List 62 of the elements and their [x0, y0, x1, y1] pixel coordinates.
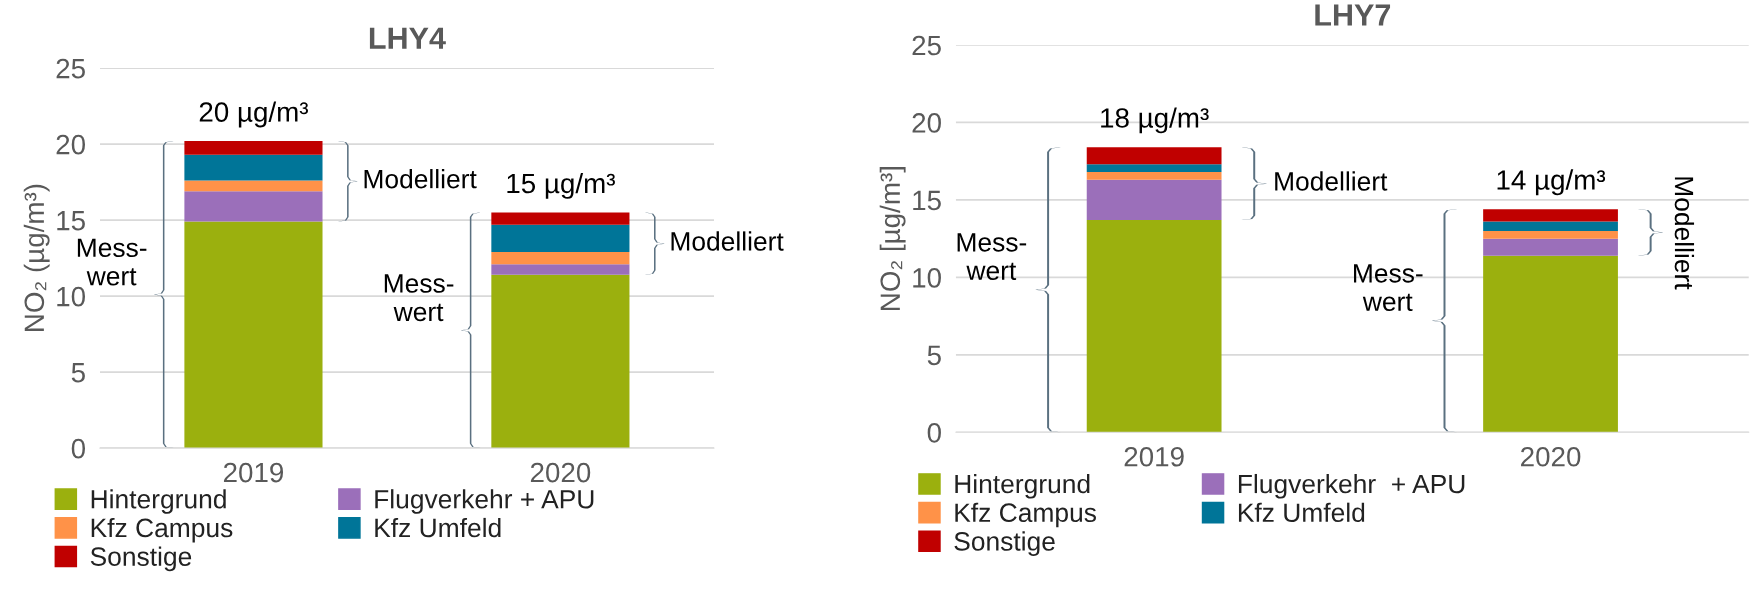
legend-label: Hintergrund: [91, 489, 226, 514]
y-axis-title: NO₂ [µg/m³]: [879, 167, 906, 310]
bar: [1086, 172, 1222, 180]
y-tick-label: 10: [913, 268, 941, 288]
bar: [491, 274, 630, 449]
y-tick-label: 25: [912, 35, 941, 56]
bar: [184, 141, 323, 155]
bar: [491, 212, 630, 225]
y-axis-title: NO₂ (µg/m³): [23, 184, 50, 331]
bar: [1483, 238, 1618, 256]
y-tick-label: 25: [56, 58, 85, 79]
legend-label: Kfz Umfeld: [1238, 502, 1365, 523]
bar: [491, 252, 630, 265]
annotation: Mess- wert: [1354, 264, 1423, 312]
legend-label: Kfz Umfeld: [375, 517, 501, 538]
y-tick-label: 20: [912, 113, 941, 133]
y-tick-label: 15: [913, 190, 941, 211]
total-label: 20 µg/m³: [199, 101, 308, 128]
chart-title: LHY4: [369, 27, 446, 49]
bar: [1483, 221, 1618, 231]
legend-label: Kfz Campus: [955, 502, 1096, 528]
annotation: Mess- wert: [957, 233, 1027, 281]
legend-label: Flugverkehr + APU: [1238, 473, 1465, 499]
bar: [1483, 255, 1618, 433]
bar: [1483, 209, 1618, 222]
y-tick-label: 0: [927, 422, 941, 443]
legend-label: Flugverkehr + APU: [375, 489, 594, 514]
bar: [1086, 147, 1222, 165]
annotation: Modelliert: [671, 231, 784, 251]
annotation: Modelliert: [1275, 171, 1388, 191]
legend-label: Kfz Campus: [91, 517, 233, 543]
annotation: Modelliert: [364, 169, 477, 189]
y-tick-label: 20: [56, 134, 86, 155]
bar: [184, 191, 323, 222]
y-tick-label: 0: [71, 438, 85, 459]
legend-label: Sonstige: [90, 546, 192, 572]
legend-label: Sonstige: [954, 531, 1055, 556]
bar: [1483, 230, 1618, 239]
bar: [1086, 179, 1222, 221]
y-tick-label: 5: [71, 363, 85, 383]
total-label: 14 µg/m³: [1497, 169, 1606, 196]
bar: [491, 264, 630, 275]
y-tick-label: 10: [57, 286, 86, 307]
legend-label: Hintergrund: [955, 473, 1090, 499]
bar: [491, 224, 630, 253]
y-tick-label: 5: [927, 345, 941, 366]
annotation: Mess- wert: [384, 274, 454, 322]
x-tick-label: 2019: [1124, 446, 1184, 467]
annotation: Mess- wert: [77, 238, 147, 286]
x-tick-label: 2020: [530, 462, 591, 483]
y-tick-label: 15: [57, 211, 85, 231]
bar: [184, 221, 323, 449]
bar: [184, 154, 323, 181]
bar: [1086, 220, 1222, 433]
bar: [1086, 164, 1222, 173]
total-label: 15 µg/m³: [507, 172, 615, 199]
chart-title: LHY7: [1315, 4, 1391, 26]
total-label: 18 µg/m³: [1101, 107, 1209, 134]
bar: [184, 180, 323, 192]
x-tick-label: 2020: [1521, 446, 1581, 467]
annotation: Modelliert: [1674, 177, 1695, 290]
x-tick-label: 2019: [223, 462, 284, 483]
